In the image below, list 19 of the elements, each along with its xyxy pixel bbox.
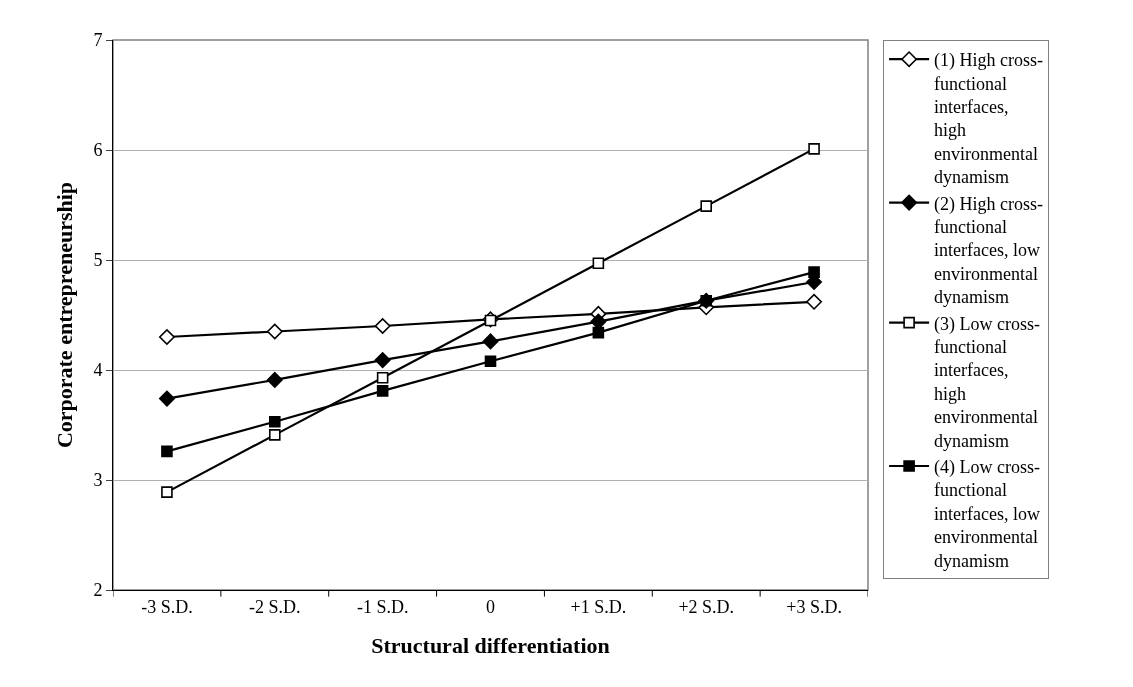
legend-label: (2) High cross-functional interfaces, low environmental dynamism bbox=[934, 193, 1044, 308]
legend-label: (4) Low cross-functional interfaces, low environmental dynamism bbox=[934, 457, 1041, 571]
legend-label: (3) Low cross-functional interfaces, high environmental dynamism bbox=[934, 313, 1041, 451]
x-tick-label: 0 bbox=[486, 596, 495, 617]
x-tick-label: +1 S.D. bbox=[570, 596, 627, 617]
legend-label: (1) High cross-functional interfaces, high environmental dynamism bbox=[934, 50, 1044, 188]
y-tick-label: 6 bbox=[93, 140, 103, 161]
x-tick-label: -2 S.D. bbox=[249, 596, 301, 617]
y-tick-label: 7 bbox=[93, 30, 103, 51]
y-tick-label: 5 bbox=[93, 250, 103, 271]
x-axis-title: Structural differentiation bbox=[371, 633, 610, 659]
x-tick-label: -1 S.D. bbox=[356, 596, 409, 617]
x-tick-label: -3 S.D. bbox=[141, 596, 193, 617]
y-tick-label: 2 bbox=[93, 580, 103, 601]
x-tick-label: +2 S.D. bbox=[678, 596, 735, 617]
y-tick-label: 4 bbox=[93, 360, 103, 381]
x-tick-label: +3 S.D. bbox=[786, 596, 842, 617]
y-axis-title: Corporate entrepreneurship bbox=[52, 181, 78, 449]
y-tick-label: 3 bbox=[93, 470, 103, 491]
